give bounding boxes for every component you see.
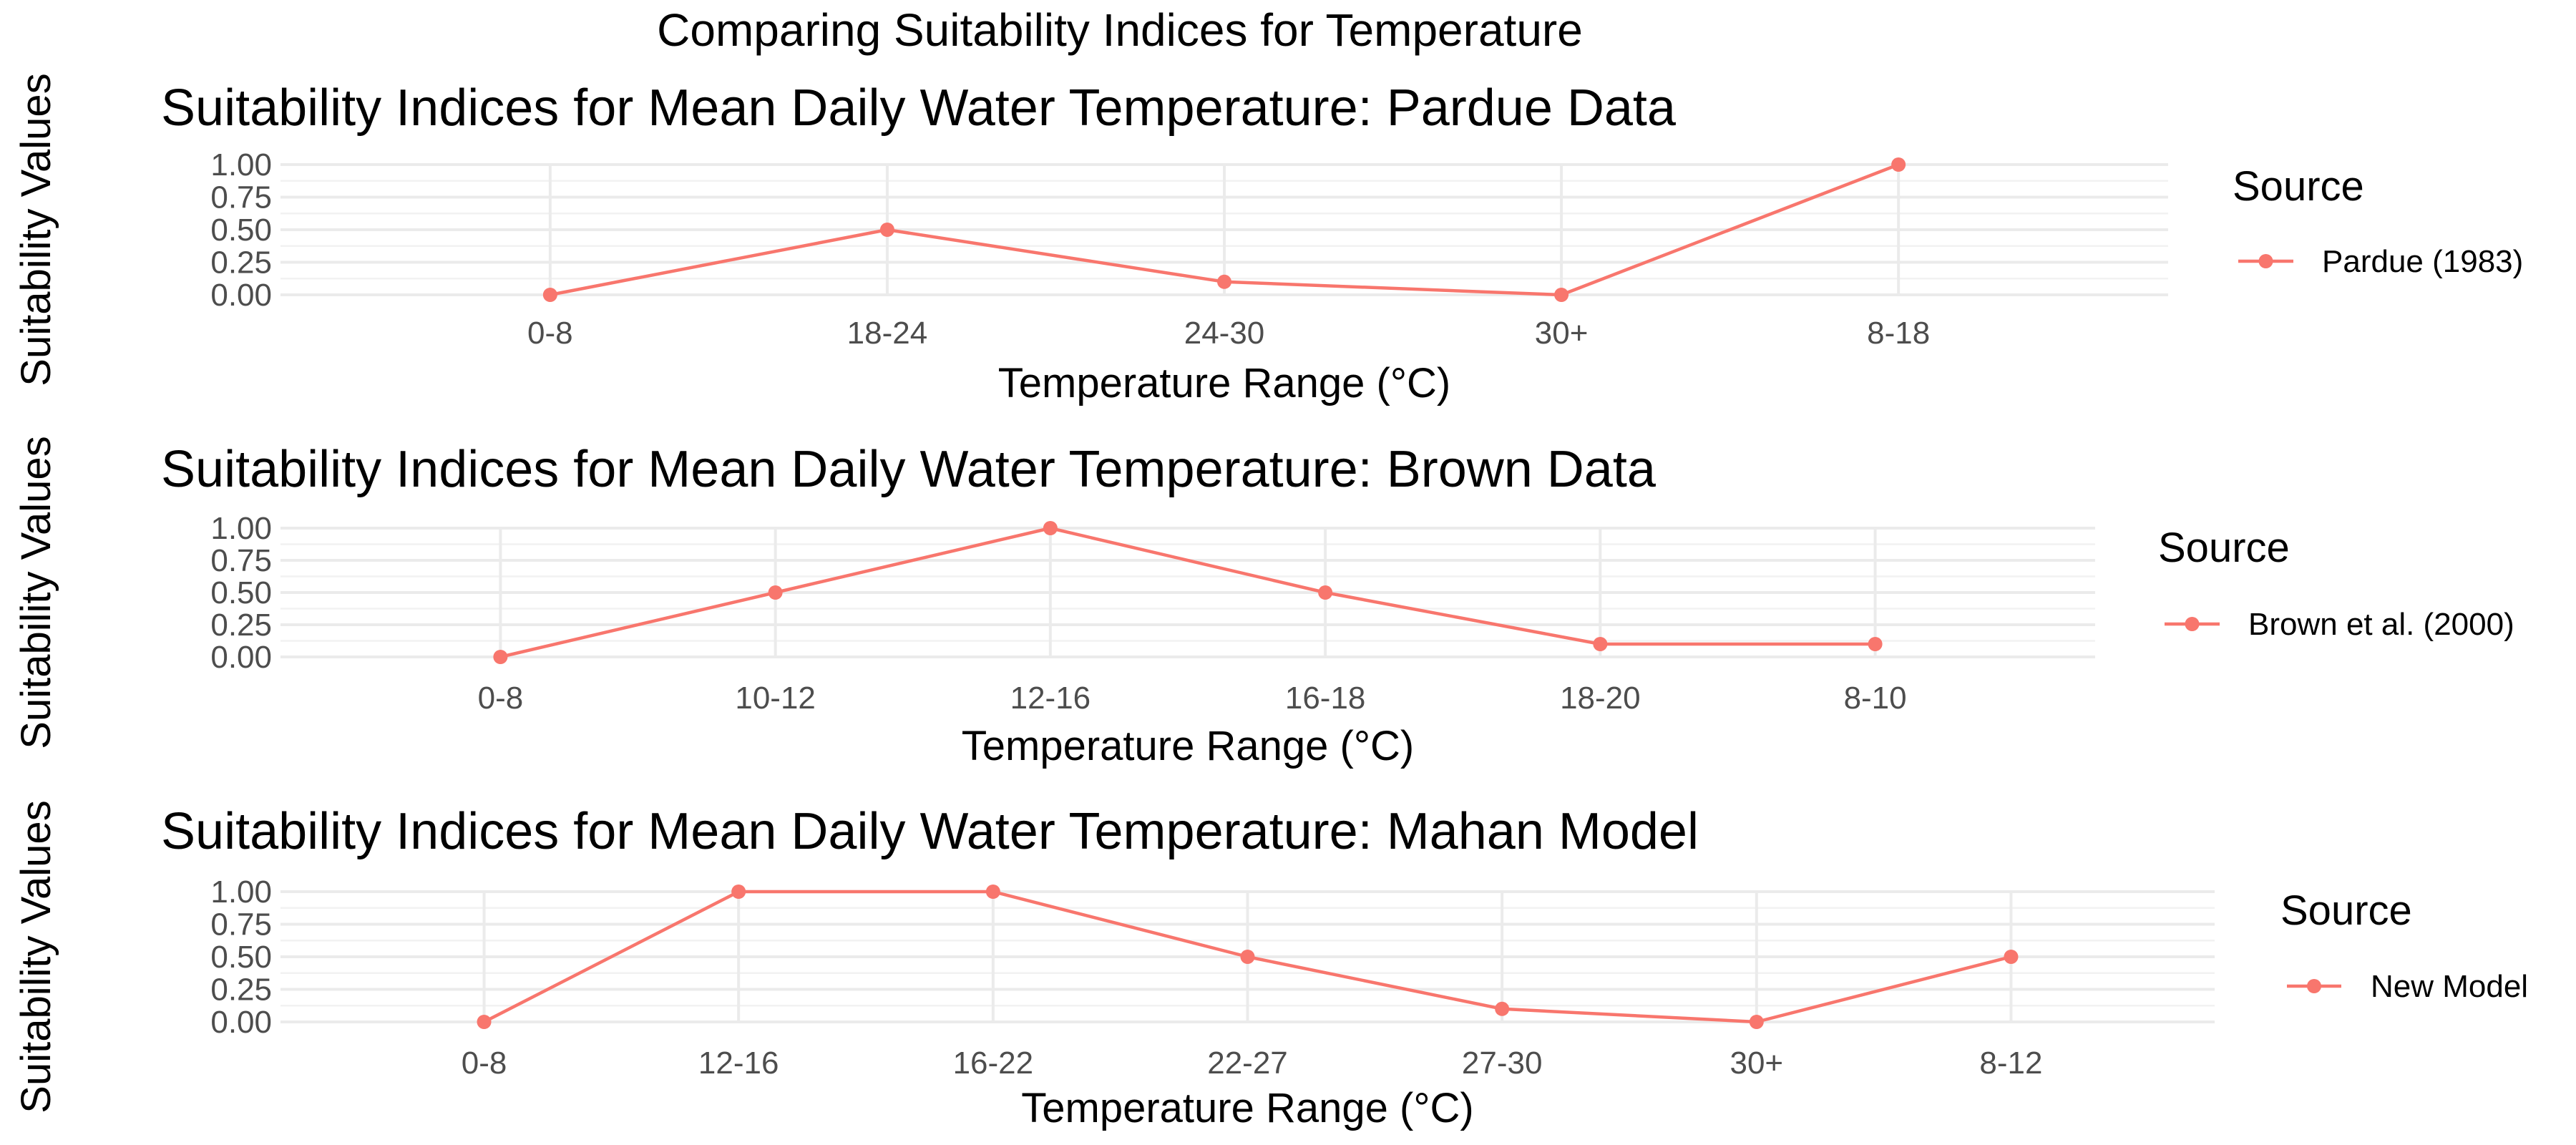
data-point: [1495, 1001, 1510, 1016]
x-tick-label: 30+: [1729, 1046, 1783, 1081]
data-point: [1043, 521, 1058, 535]
x-tick-label: 12-16: [1010, 681, 1091, 716]
x-axis-title: Temperature Range (°C): [962, 723, 1414, 769]
y-tick-label: 0.50: [210, 940, 272, 975]
x-axis-title: Temperature Range (°C): [998, 360, 1450, 406]
data-point: [1593, 637, 1608, 651]
x-tick-label: 0-8: [478, 681, 524, 716]
data-point: [477, 1015, 492, 1029]
y-tick-label: 0.75: [210, 180, 272, 215]
data-point: [1217, 274, 1231, 289]
legend-label: Pardue (1983): [2322, 244, 2523, 279]
x-tick-label: 18-24: [847, 316, 928, 351]
legend: Source New Model: [2280, 887, 2528, 1004]
legend-key-point: [2307, 979, 2321, 993]
panel-2: Suitability Indices for Mean Daily Water…: [13, 436, 2514, 769]
y-tick-label: 0.25: [210, 608, 272, 643]
legend-title: Source: [2158, 525, 2290, 571]
y-tick-label: 0.75: [210, 543, 272, 578]
data-point: [768, 585, 783, 600]
data-point: [1240, 950, 1255, 964]
y-tick-label: 0.25: [210, 245, 272, 281]
y-tick-label: 0.50: [210, 213, 272, 248]
y-tick-label: 0.25: [210, 973, 272, 1008]
data-point: [2004, 950, 2019, 964]
panel-title: Suitability Indices for Mean Daily Water…: [161, 803, 1699, 860]
x-axis-title: Temperature Range (°C): [1021, 1085, 1473, 1131]
x-tick-label: 8-12: [1979, 1046, 2042, 1081]
overall-title: Comparing Suitability Indices for Temper…: [657, 4, 1583, 56]
grid: [280, 163, 2168, 296]
data-point: [1891, 157, 1906, 172]
legend: Source Brown et al. (2000): [2158, 525, 2514, 642]
y-tick-label: 0.75: [210, 907, 272, 942]
x-tick-label: 24-30: [1184, 316, 1265, 351]
legend-key-point: [2185, 617, 2200, 631]
data-point: [1318, 585, 1333, 600]
y-axis-title: Suitability Values: [13, 436, 59, 749]
x-tick-label: 0-8: [527, 316, 573, 351]
y-tick-label: 1.00: [210, 147, 272, 182]
data-point: [985, 885, 1000, 899]
grid: [280, 527, 2095, 658]
x-tick-label: 18-20: [1560, 681, 1641, 716]
x-tick-label: 16-18: [1285, 681, 1366, 716]
legend-label: Brown et al. (2000): [2248, 607, 2514, 642]
legend-label: New Model: [2371, 969, 2528, 1004]
data-point: [879, 223, 894, 237]
data-point: [542, 288, 557, 302]
data-point: [731, 885, 746, 899]
y-tick-label: 0.00: [210, 1005, 272, 1040]
x-tick-label: 8-18: [1867, 316, 1930, 351]
y-tick-label: 1.00: [210, 511, 272, 546]
panel-3: Suitability Indices for Mean Daily Water…: [13, 800, 2528, 1131]
y-axis-title: Suitability Values: [13, 800, 59, 1113]
legend-title: Source: [2280, 887, 2412, 934]
y-tick-label: 0.50: [210, 575, 272, 610]
x-tick-label: 12-16: [698, 1046, 779, 1081]
panel-title: Suitability Indices for Mean Daily Water…: [161, 441, 1657, 498]
y-tick-label: 0.00: [210, 278, 272, 313]
x-tick-label: 22-27: [1207, 1046, 1288, 1081]
x-tick-label: 30+: [1535, 316, 1589, 351]
data-point: [1554, 288, 1569, 302]
y-axis-title: Suitability Values: [13, 73, 59, 386]
series-line: [499, 526, 1875, 659]
x-tick-label: 8-10: [1844, 681, 1907, 716]
legend-key-point: [2258, 254, 2273, 268]
legend: Source Pardue (1983): [2233, 163, 2523, 279]
x-tick-label: 27-30: [1462, 1046, 1543, 1081]
data-point: [1868, 637, 1883, 651]
x-tick-label: 16-22: [953, 1046, 1034, 1081]
panel-title: Suitability Indices for Mean Daily Water…: [161, 79, 1677, 137]
data-point: [1749, 1015, 1764, 1029]
panel-1: Suitability Indices for Mean Daily Water…: [13, 73, 2523, 406]
x-tick-label: 0-8: [462, 1046, 507, 1081]
data-point: [493, 650, 508, 664]
y-tick-label: 1.00: [210, 874, 272, 910]
legend-title: Source: [2233, 163, 2364, 210]
y-tick-label: 0.00: [210, 640, 272, 675]
x-tick-label: 10-12: [735, 681, 816, 716]
